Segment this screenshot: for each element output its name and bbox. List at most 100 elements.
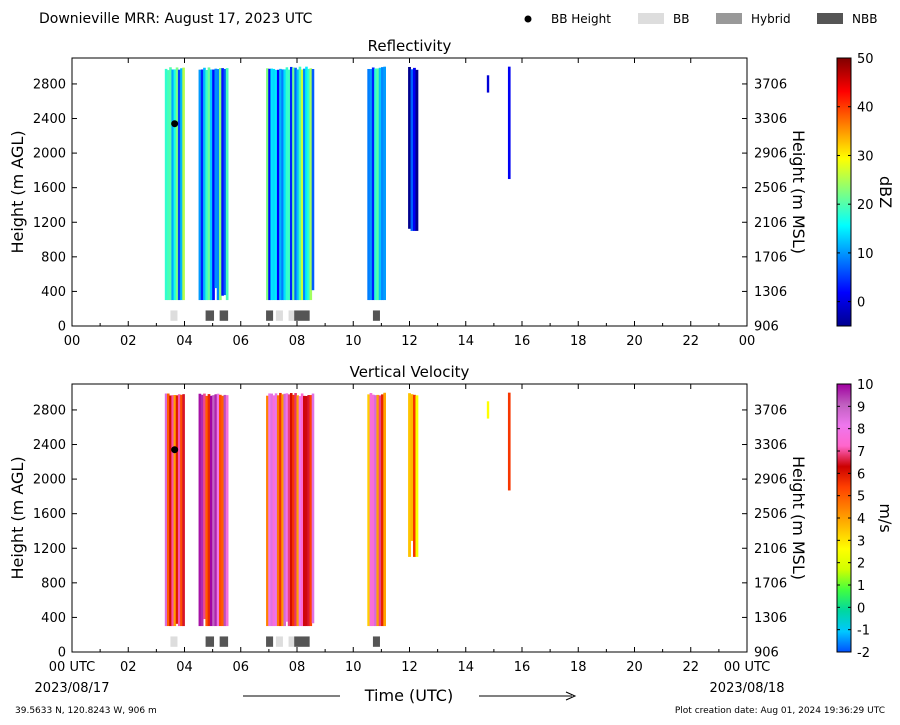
echo-streak	[169, 395, 172, 627]
echo-period	[507, 392, 511, 491]
bb-type-bar-nbb	[372, 310, 380, 321]
x-tick-label: 00 UTC	[724, 660, 770, 675]
y2-tick-label: 3706	[754, 403, 787, 418]
echo-streak	[296, 395, 300, 627]
echo-streak	[214, 394, 218, 627]
echo-streak	[285, 393, 289, 622]
echo-streak	[281, 69, 284, 301]
y-tick-label: 800	[41, 250, 66, 265]
echo-data	[164, 66, 511, 301]
colorbar-tick-label: -2	[857, 646, 870, 661]
y-tick-label: 1600	[33, 181, 66, 196]
echo-streak	[378, 395, 382, 627]
echo-period	[198, 67, 229, 301]
bb-type-bar-nbb	[205, 636, 215, 647]
bb-type-bar-bb	[288, 310, 295, 321]
y2-tick-label: 3306	[754, 112, 787, 127]
y2-axis-label: Height (m MSL)	[789, 456, 808, 580]
y-tick-label: 2400	[33, 112, 66, 127]
echo-streak	[169, 67, 172, 301]
legend-item-hybrid: Hybrid	[716, 12, 791, 26]
colorbar-tick-label: 5	[857, 490, 865, 505]
x-tick-label: 00	[64, 334, 81, 349]
echo-streak	[212, 69, 215, 301]
y-tick-label: 2800	[33, 403, 66, 418]
y2-tick-label: 3306	[754, 438, 787, 453]
echo-streak	[311, 69, 315, 291]
x-tick-label: 10	[345, 660, 362, 675]
y-tick-label: 1200	[33, 542, 66, 557]
echo-period	[367, 66, 386, 301]
echo-streak	[507, 66, 511, 180]
echo-streak	[171, 69, 174, 301]
y2-tick-label: 1306	[754, 285, 787, 300]
echo-streak	[279, 68, 282, 301]
bb-height-marker	[171, 446, 179, 454]
y-tick-label: 1200	[33, 216, 66, 231]
echo-streak	[303, 68, 306, 301]
echo-streak	[177, 69, 181, 301]
echo-streak	[283, 69, 287, 301]
colorbar-tick-label: 9	[857, 400, 865, 415]
echo-streak	[167, 393, 170, 627]
echo-streak	[209, 395, 213, 627]
echo-streak	[276, 69, 280, 301]
station-location: 39.5633 N, 120.8243 W, 906 m	[15, 706, 157, 716]
echo-streak	[281, 394, 284, 627]
bb-type-bar-nbb	[294, 310, 310, 321]
x-tick-label: 02	[120, 334, 137, 349]
colorbar-tick-label: 8	[857, 423, 865, 438]
echo-streak	[300, 69, 304, 301]
y2-tick-label: 2506	[754, 507, 787, 522]
echo-streak	[274, 69, 278, 301]
echo-streak	[413, 67, 416, 231]
echo-streak	[274, 393, 278, 627]
echo-streak	[283, 393, 287, 627]
echo-streak	[205, 395, 209, 627]
y2-tick-label: 1306	[754, 611, 787, 626]
echo-streak	[198, 393, 202, 627]
x-tick-label: 14	[457, 660, 474, 675]
legend-item-nbb: NBB	[817, 12, 877, 26]
bb-type-bar-nbb	[294, 636, 310, 647]
y2-tick-label: 2506	[754, 181, 787, 196]
bb-type-bar-bb	[170, 636, 178, 647]
x-tick-label: 20	[626, 334, 643, 349]
echo-streak	[369, 393, 373, 627]
legend-item-bb-height: BB Height	[524, 12, 611, 26]
echo-streak	[203, 67, 206, 301]
figure-title: Downieville MRR: August 17, 2023 UTC	[39, 11, 313, 27]
colorbar-tick-label: 1	[857, 579, 865, 594]
echo-streak	[209, 69, 213, 301]
x-tick-label: 18	[570, 660, 587, 675]
y-tick-label: 2800	[33, 77, 66, 92]
echo-streak	[376, 68, 380, 301]
echo-streak	[225, 395, 229, 627]
echo-data	[164, 392, 511, 627]
y-tick-label: 800	[41, 576, 66, 591]
x-tick-label: 00	[739, 334, 756, 349]
colorbar-tick-label: 10	[857, 378, 874, 393]
echo-streak	[216, 69, 220, 301]
echo-streak	[378, 67, 382, 301]
echo-streak	[207, 67, 211, 301]
echo-streak	[279, 392, 282, 627]
y2-tick-label: 2106	[754, 542, 787, 557]
echo-streak	[225, 68, 229, 301]
echo-streak	[177, 394, 181, 627]
echo-streak	[164, 393, 168, 627]
echo-period	[198, 393, 229, 627]
colorbar	[836, 57, 852, 327]
echo-streak	[307, 68, 310, 301]
echo-streak	[276, 395, 280, 627]
echo-period	[408, 66, 419, 231]
echo-streak	[272, 395, 276, 627]
echo-streak	[410, 394, 414, 541]
colorbar-tick-label: -1	[857, 624, 870, 639]
echo-streak	[223, 394, 227, 627]
echo-streak	[167, 70, 170, 301]
x-tick-label: 20	[626, 660, 643, 675]
x-tick-label: 12	[401, 660, 418, 675]
echo-period	[507, 66, 511, 180]
echo-streak	[175, 395, 179, 624]
